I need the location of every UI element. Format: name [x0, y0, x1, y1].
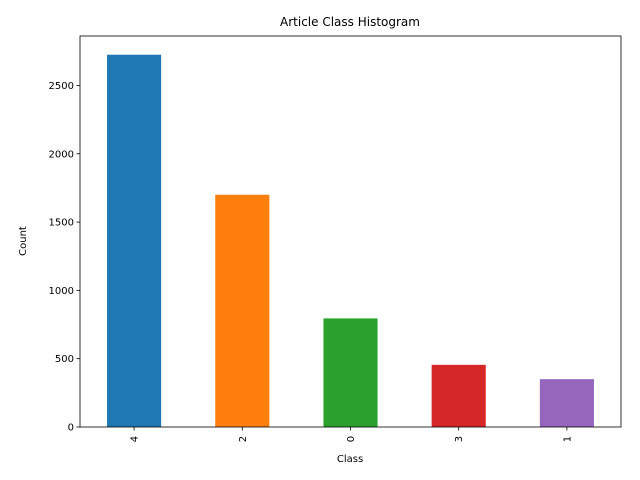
bar-class-4	[107, 54, 162, 427]
x-tick-label: 1	[562, 436, 573, 442]
x-tick-label: 0	[346, 436, 357, 442]
plot-area-frame	[79, 35, 622, 428]
x-tick-label: 4	[130, 436, 141, 442]
x-tick-label: 2	[238, 436, 249, 442]
y-axis-ticks: 0 500 1000 1500 2000 2500	[49, 81, 80, 434]
y-axis-title: Count	[18, 226, 29, 256]
bar-class-3	[431, 364, 486, 427]
y-tick-label: 2000	[49, 149, 74, 160]
x-tick-label: 3	[454, 436, 465, 442]
y-tick-label: 1500	[49, 218, 74, 229]
bar-class-1	[539, 379, 594, 427]
x-axis-title: Class	[337, 454, 363, 465]
bars-group	[107, 54, 594, 427]
bar-class-0	[323, 318, 378, 427]
chart-title: Article Class Histogram	[280, 15, 420, 29]
y-tick-label: 0	[68, 423, 74, 434]
x-axis-ticks: 4 2 0 3 1	[130, 427, 573, 442]
y-tick-label: 2500	[49, 81, 74, 92]
y-tick-label: 1000	[49, 286, 74, 297]
y-tick-label: 500	[55, 354, 74, 365]
bar-class-2	[215, 194, 270, 427]
